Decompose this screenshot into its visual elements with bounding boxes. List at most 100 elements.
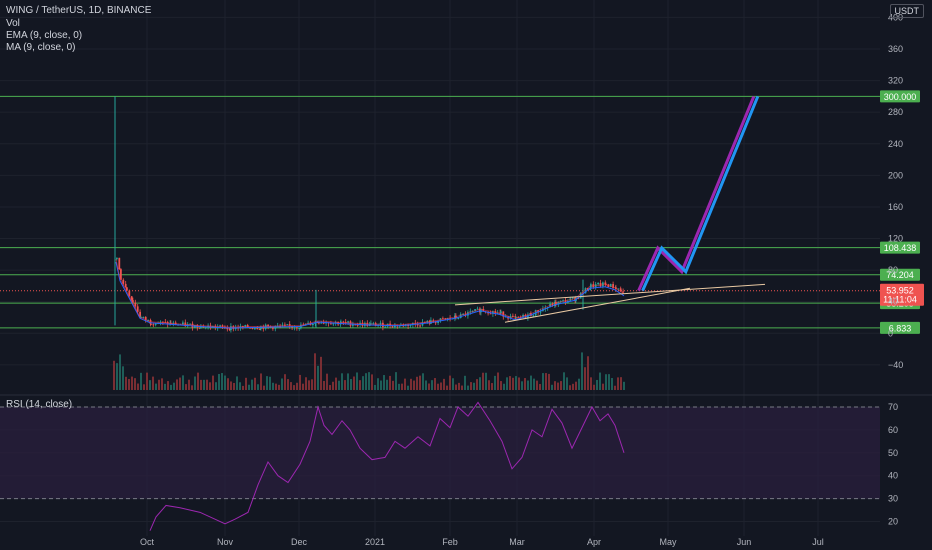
volume-bar	[155, 383, 157, 390]
volume-bar	[566, 377, 568, 390]
candle-body	[286, 324, 289, 326]
price-tick-label: 200	[888, 170, 903, 180]
candle-body	[162, 321, 164, 323]
time-tick-label: May	[659, 537, 677, 547]
candle-body	[198, 327, 201, 329]
volume-bar	[173, 382, 175, 390]
rsi-tick-label: 20	[888, 517, 898, 527]
volume-bar	[314, 353, 316, 390]
volume-bar	[590, 377, 592, 390]
volume-bar	[593, 384, 595, 390]
level-tag	[880, 321, 920, 334]
ema-indicator-label[interactable]: EMA (9, close, 0)	[6, 30, 83, 41]
candle-body	[139, 311, 141, 318]
volume-bar	[311, 379, 313, 390]
candle-body	[391, 326, 394, 328]
candle-body	[272, 326, 274, 329]
volume-bar	[359, 380, 361, 390]
volume-bar	[182, 375, 184, 390]
candle-body	[122, 279, 125, 284]
volume-bar	[230, 381, 232, 390]
candle-body	[584, 288, 587, 294]
candle-body	[316, 322, 319, 324]
price-tick-label: −40	[888, 360, 903, 370]
volume-bar	[602, 383, 604, 390]
volume-bar	[581, 352, 583, 390]
volume-bar	[464, 375, 466, 390]
candle-body	[622, 291, 624, 293]
volume-bar	[446, 385, 448, 390]
rsi-tick-label: 30	[888, 494, 898, 504]
forecast-path-blue	[641, 95, 760, 292]
volume-bar	[485, 372, 487, 390]
volume-bar	[557, 382, 559, 390]
volume-bars	[113, 352, 625, 390]
candle-body	[293, 327, 296, 329]
volume-bar	[584, 367, 586, 390]
candle-body	[254, 328, 256, 330]
rsi-indicator-label[interactable]: RSI (14, close)	[6, 399, 73, 410]
volume-bar	[443, 378, 445, 390]
volume-bar	[614, 385, 616, 390]
candle-body	[244, 325, 247, 328]
volume-bar	[356, 372, 358, 390]
currency-badge[interactable]: USDT	[889, 4, 924, 18]
volume-bar	[200, 379, 202, 390]
volume-bar	[233, 382, 235, 390]
candle-body	[154, 323, 157, 325]
volume-bar	[167, 381, 169, 390]
candle-body	[571, 297, 574, 299]
price-tick-label: 320	[888, 76, 903, 86]
volume-bar	[386, 379, 388, 390]
volume-bar	[308, 380, 310, 390]
candle-body	[228, 328, 231, 331]
volume-bar	[347, 373, 349, 390]
candle-body	[617, 288, 620, 290]
volume-bar	[257, 384, 259, 390]
volume-bar	[377, 378, 379, 390]
price-tick-label: 240	[888, 139, 903, 149]
trendline-upper	[454, 283, 766, 306]
time-tick-label: 2021	[365, 537, 385, 547]
rsi-tick-label: 70	[888, 402, 898, 412]
candle-body	[537, 310, 539, 313]
volume-bar	[137, 383, 139, 390]
volume-indicator-label[interactable]: Vol	[6, 18, 20, 29]
candle-body	[150, 323, 152, 325]
volume-bar	[278, 384, 280, 390]
ma-indicator-label[interactable]: MA (9, close, 0)	[6, 42, 76, 53]
candle-body	[514, 316, 517, 318]
volume-bar	[350, 379, 352, 390]
volume-bar	[365, 373, 367, 390]
volume-bar	[452, 378, 454, 390]
price-tick-label: 280	[888, 107, 903, 117]
volume-bar	[113, 360, 115, 390]
volume-bar	[248, 384, 250, 390]
volume-bar	[482, 372, 484, 390]
price-levels: 300.000108.43874.20438.2056.83353.95211:…	[0, 90, 924, 334]
candle-body	[132, 300, 134, 303]
volume-bar	[176, 379, 178, 390]
volume-bar	[545, 373, 547, 390]
rsi-line	[149, 401, 625, 531]
volume-bar	[251, 379, 253, 390]
volume-bar	[395, 372, 397, 390]
level-tag	[880, 268, 920, 281]
volume-bar	[161, 378, 163, 390]
volume-bar	[203, 379, 205, 390]
volume-bar	[476, 379, 478, 390]
candle-body	[267, 324, 269, 327]
candle-body	[356, 324, 359, 326]
candle-body	[551, 303, 554, 307]
volume-bar	[215, 382, 217, 390]
price-tick-label: 0	[888, 328, 893, 338]
candle-body	[296, 327, 298, 329]
volume-bar	[170, 384, 172, 390]
volume-bar	[527, 380, 529, 390]
volume-bar	[440, 382, 442, 390]
candle-body	[219, 325, 221, 327]
volume-bar	[536, 380, 538, 390]
volume-bar	[401, 383, 403, 390]
time-tick-label: Apr	[587, 537, 601, 547]
